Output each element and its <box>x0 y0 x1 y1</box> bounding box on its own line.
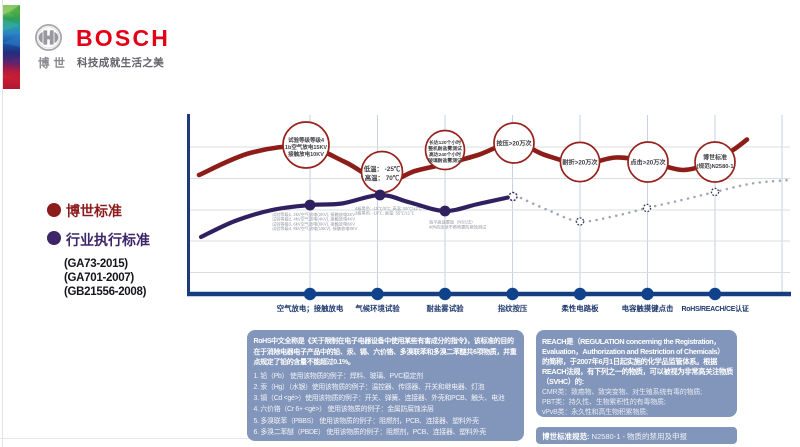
svg-text:整机耐盐雾测试: 整机耐盐雾测试 <box>427 145 462 152</box>
svg-text:试验等级2, 4kV空气放电(4KV), 接触放电4KV: 试验等级2, 4kV空气放电(4KV), 接触放电4KV <box>272 216 355 223</box>
svg-text:4级黑色: -15℃/5℃; 高温: 55℃/±2℃: 4级黑色: -15℃/5℃; 高温: 55℃/±2℃ <box>355 205 422 212</box>
svg-text:海平面盐雾层（NSS法）: 海平面盐雾层（NSS法） <box>429 219 475 226</box>
svg-text:接触放电10KV: 接触放电10KV <box>288 150 324 158</box>
svg-text:(规范)N2580-1: (规范)N2580-1 <box>697 162 734 170</box>
svg-text:柔性电路板: 柔性电路板 <box>561 304 600 313</box>
svg-text:试验等级4, 8kV空气放电(15KV), 接触放电8KV: 试验等级4, 8kV空气放电(15KV), 接触放电8KV <box>272 225 358 232</box>
svg-text:气候环境试验: 气候环境试验 <box>354 304 400 313</box>
svg-text:试验等级3, 6kV空气放电(6KV), 接触放电6KV: 试验等级3, 6kV空气放电(6KV), 接触放电6KV <box>272 220 355 227</box>
svg-text:耐盐雾试验: 耐盐雾试验 <box>427 304 465 313</box>
svg-text:3级黑色: -10℃; 高温: 55℃/±1℃: 3级黑色: -10℃; 高温: 55℃/±1℃ <box>355 210 414 217</box>
svg-text:高达240个小时: 高达240个小时 <box>429 151 461 158</box>
svg-text:长达120个小时: 长达120个小时 <box>429 139 461 146</box>
svg-text:1b空气放电15KV: 1b空气放电15KV <box>285 143 328 151</box>
svg-text:低温： -25℃: 低温： -25℃ <box>363 164 401 173</box>
svg-text:耐折>20万次: 耐折>20万次 <box>562 158 598 166</box>
svg-text:试验等级1, 2kV空气放电(2KV), 接触放电2KV: 试验等级1, 2kV空气放电(2KV), 接触放电2KV <box>272 211 355 218</box>
svg-text:48h的连续不断喷雾防腐蚀测试: 48h的连续不断喷雾防腐蚀测试 <box>429 223 487 230</box>
svg-text:试验等级等级4: 试验等级等级4 <box>288 136 325 144</box>
svg-text:指纹按压: 指纹按压 <box>498 304 528 313</box>
svg-text:按压>20万次: 按压>20万次 <box>496 140 532 148</box>
svg-text:空气放电；接触放电: 空气放电；接触放电 <box>277 304 344 314</box>
svg-text:RoHS/REACH/CE认证: RoHS/REACH/CE认证 <box>681 304 748 313</box>
svg-text:高温： 70℃: 高温： 70℃ <box>365 173 400 182</box>
svg-text:点击>20万次: 点击>20万次 <box>630 158 666 166</box>
svg-text:博世标准: 博世标准 <box>703 154 727 162</box>
svg-text:玻璃耐盐雾测试: 玻璃耐盐雾测试 <box>428 157 462 164</box>
svg-text:电容触摸键点击: 电容触摸键点击 <box>622 304 674 313</box>
